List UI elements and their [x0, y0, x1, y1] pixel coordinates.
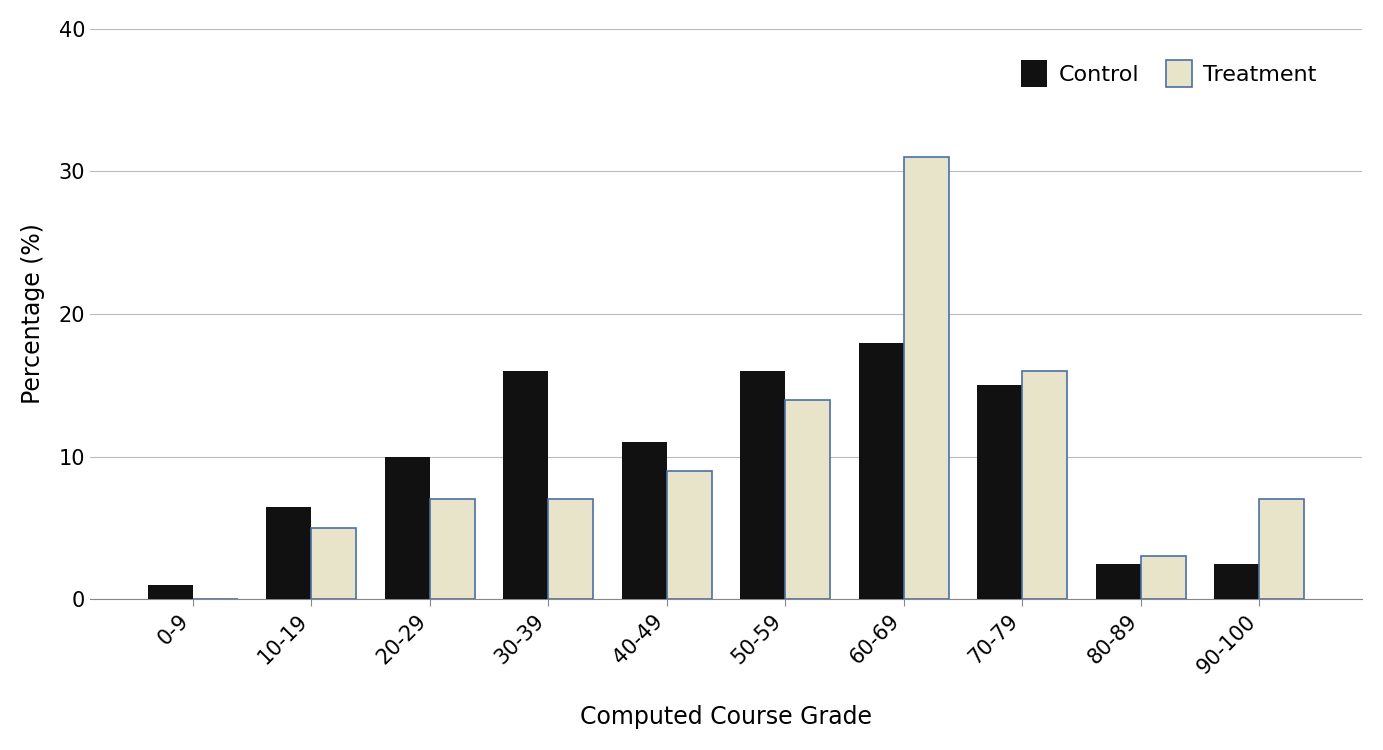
Bar: [1214, 563, 1260, 599]
Bar: [978, 386, 1022, 599]
Y-axis label: Percentage (%): Percentage (%): [21, 224, 44, 404]
Bar: [1260, 500, 1304, 599]
Bar: [384, 457, 430, 599]
Bar: [148, 585, 194, 599]
Bar: [859, 343, 904, 599]
Bar: [904, 158, 949, 599]
Bar: [503, 371, 549, 599]
Bar: [1022, 371, 1068, 599]
Bar: [622, 442, 667, 599]
Bar: [311, 528, 357, 599]
Bar: [740, 371, 786, 599]
Bar: [667, 471, 712, 599]
Bar: [1095, 563, 1141, 599]
X-axis label: Computed Course Grade: Computed Course Grade: [579, 705, 873, 729]
Bar: [786, 400, 830, 599]
Bar: [430, 500, 474, 599]
Bar: [549, 500, 593, 599]
Bar: [267, 506, 311, 599]
Bar: [1141, 556, 1185, 599]
Legend: Control, Treatment: Control, Treatment: [1011, 51, 1326, 96]
